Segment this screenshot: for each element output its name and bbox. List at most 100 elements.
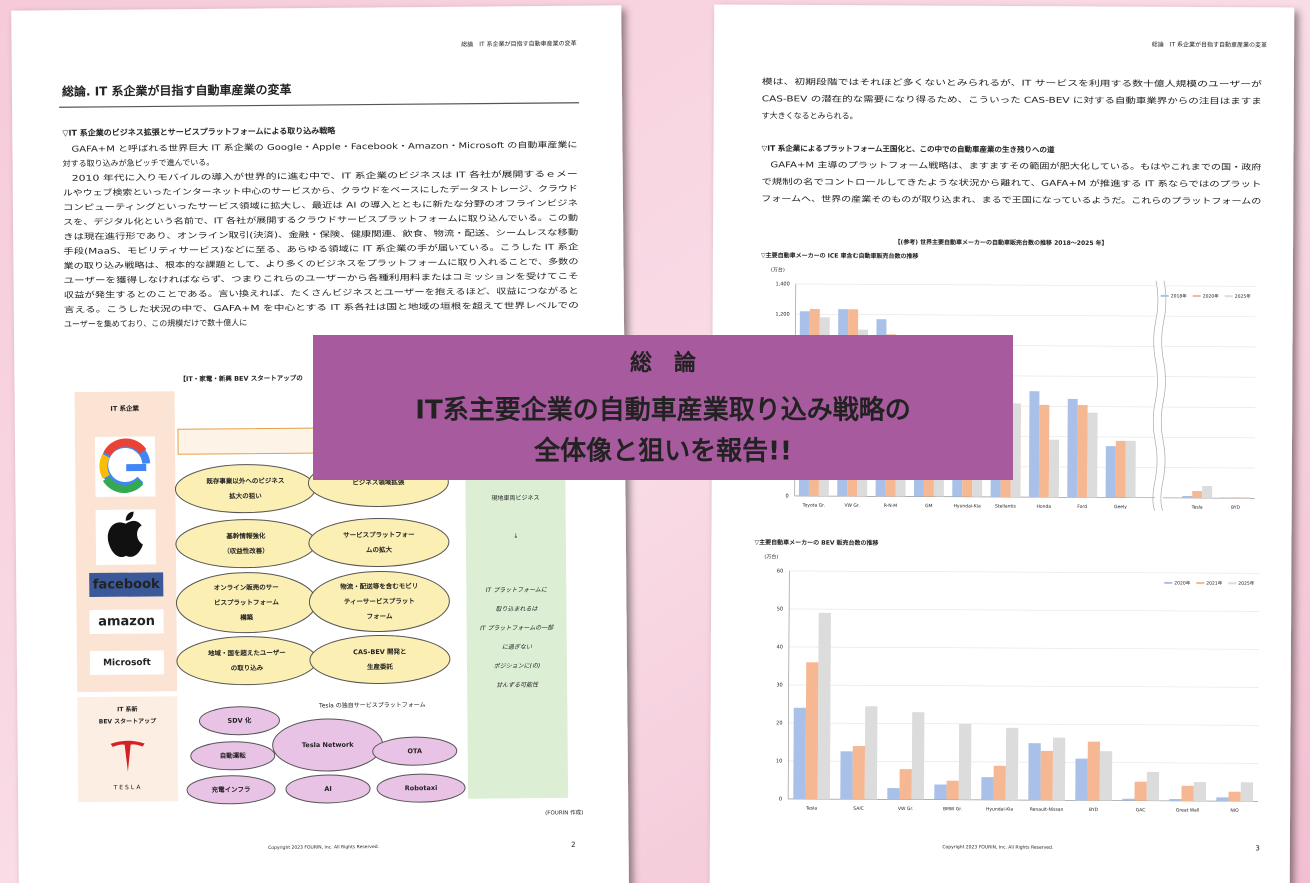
green-text: ↓ [513,533,518,540]
note-text: 取り込まれるは [495,606,538,613]
body-text: きは現在進行形であり、オンライン取引(決済)、金融・保険、健康関連、飲食、物流・… [63,227,578,241]
body-text: 手段(MaaS、モビリティサービス)などに至る、あらゆる領域に IT 系企業の手… [63,241,578,255]
tesla-ellipse [190,741,276,771]
bar [1216,797,1229,802]
body-text: 模は、初期段階ではそれほど多くないとみられるが、IT サービスを利用する数十億人… [762,76,1262,89]
x-tick-label: Honda [1036,504,1051,510]
bar [1087,741,1101,801]
bar [1182,495,1193,499]
bar [1087,412,1098,498]
bar [1040,750,1053,801]
bar [1228,791,1241,802]
bar [1105,446,1116,498]
x-tick-label: Renault-Nissan [1030,807,1064,813]
banner-heading: 総 論 [630,350,697,376]
tesla-logo [110,740,145,772]
bar [1202,485,1213,499]
bar [1052,737,1066,801]
bar [946,780,959,800]
grid-line [795,313,1256,317]
x-tick-label: Stellantis [995,503,1017,509]
column-label: IT 系企業 [110,404,139,413]
bar [911,712,925,800]
tesla-ellipse [372,736,458,766]
ellipse-text: 物流・配送等を含むモビリ [340,581,418,591]
body-text: す大きくなるとみられる。 [762,110,858,121]
ellipse-text: Robotaxi [405,784,438,792]
bar [958,723,972,800]
running-header: 総論 IT 系企業が目指す自動車産業の変革 [1152,40,1267,49]
x-tick-label: Hyundai-Kia [954,503,981,509]
logo-text: facebook [93,577,160,593]
x-tick-label: VW Gr. [844,503,859,509]
bar [1181,785,1194,802]
body-text: ユーザーを獲得しなければならず、つまりこれらのユーザーから各種利用料またはコミッ… [64,271,579,285]
note-text: IT プラットフォームに [486,587,548,595]
goal-ellipse [175,519,317,569]
x-tick-label: VW Gr. [898,806,913,812]
axis-break-line [1152,280,1159,511]
body-text: GAFA+M 主導のプラットフォーム戦略は、ますますその範囲が肥大化している。も… [770,159,1261,172]
body-text: GAFA+M と呼ばれる世界巨大 IT 系企業の Google・Apple・Fa… [71,139,577,153]
bar [1010,403,1021,498]
note-text: に過ぎない [502,643,532,651]
bar [840,751,853,800]
y-tick-label: 30 [776,682,782,688]
bar [1067,398,1078,498]
bar [1240,497,1251,499]
bar [1005,727,1019,801]
bar [864,706,878,800]
chart-unit: (万台) [764,553,778,560]
y-tick-label: 0 [785,493,788,499]
body-text: CAS-BEV の潜在的な需要になり得るため、こういった CAS-BEV に対す… [762,93,1262,106]
ellipse-text: （収益性改善） [223,546,269,555]
ellipse-text: フォーム [367,612,393,620]
y-tick-label: 50 [777,606,783,612]
green-text: 現地車両ビジネス [491,494,539,502]
note-text: IT プラットフォームの一部 [480,623,554,632]
section-heading: ▽IT 系企業のビジネス拡張とサービスプラットフォームによる取り込み戦略 [62,125,336,137]
body-text: 2010 年代に入りモバイルの導入が世界的に進む中で、IT 系企業のビジネスは … [72,168,578,182]
ellipse-text: 基幹情報強化 [225,531,266,540]
source-note: (FOURIN 作成) [545,808,583,816]
body-text: フォームへ、世界の産業そのものが取り込まれ、まるで王国になっているようだ。これら… [761,193,1261,206]
chart-title: ▽主要自動車メーカーの ICE 車含む自動車販売台数の推移 [761,251,919,260]
axis-line [787,570,790,799]
banner-box [313,335,1013,480]
bar [1134,781,1147,801]
x-tick-label: Geely [1114,504,1127,510]
page-title: 総論. IT 系企業が目指す自動車産業の変革 [62,82,292,99]
google-logo-yellow [99,453,110,479]
x-tick-label: BMW Gr. [943,806,962,812]
bar [1077,405,1088,498]
tesla-caption: Tesla の独自サービスプラットフォーム [318,701,426,710]
charts-caption: 【(参考) 世界主要自動車メーカーの自動車販売台数の推移 2018～2025 年… [894,238,1107,247]
running-header: 総論 IT 系企業が目指す自動車産業の変革 [461,39,576,48]
y-tick-label: 1,400 [775,281,789,287]
banner-line: 全体像と狙いを報告!! [533,436,792,467]
bar [1193,782,1207,802]
body-text: 業の取り込み戦略は、根本的な課題として、より多くのビジネスをプラットフォームに取… [63,256,578,270]
y-tick-label: 0 [779,796,782,802]
y-tick-label: 20 [776,720,782,726]
tesla-ellipse [376,773,466,803]
ellipse-text: の取り込み [231,663,264,672]
bar [993,765,1006,801]
ellipse-text: 充電インフラ [212,785,251,794]
goal-ellipse [309,634,451,684]
body-text: 対する取り込みが急ピッチで進んでいる。 [63,157,215,168]
x-tick-label: Ford [1077,504,1087,510]
bar [805,662,819,800]
logo-tile [89,609,164,635]
ellipse-text: Tesla Network [302,741,354,749]
body-text: 収益が発生するとのことである。言い換えれば、たくさんビジネスとユーザーを抱えるほ… [64,285,579,299]
x-tick-label: Hyundai-Kia [986,806,1013,812]
bar [1240,782,1254,802]
bar [934,784,947,800]
ellipse-text: CAS-BEV 開発と [353,647,406,656]
bar [817,612,831,800]
legend-label: 2020年 [1203,293,1219,300]
logo-text: Microsoft [103,658,152,668]
grid-line [788,684,1259,688]
